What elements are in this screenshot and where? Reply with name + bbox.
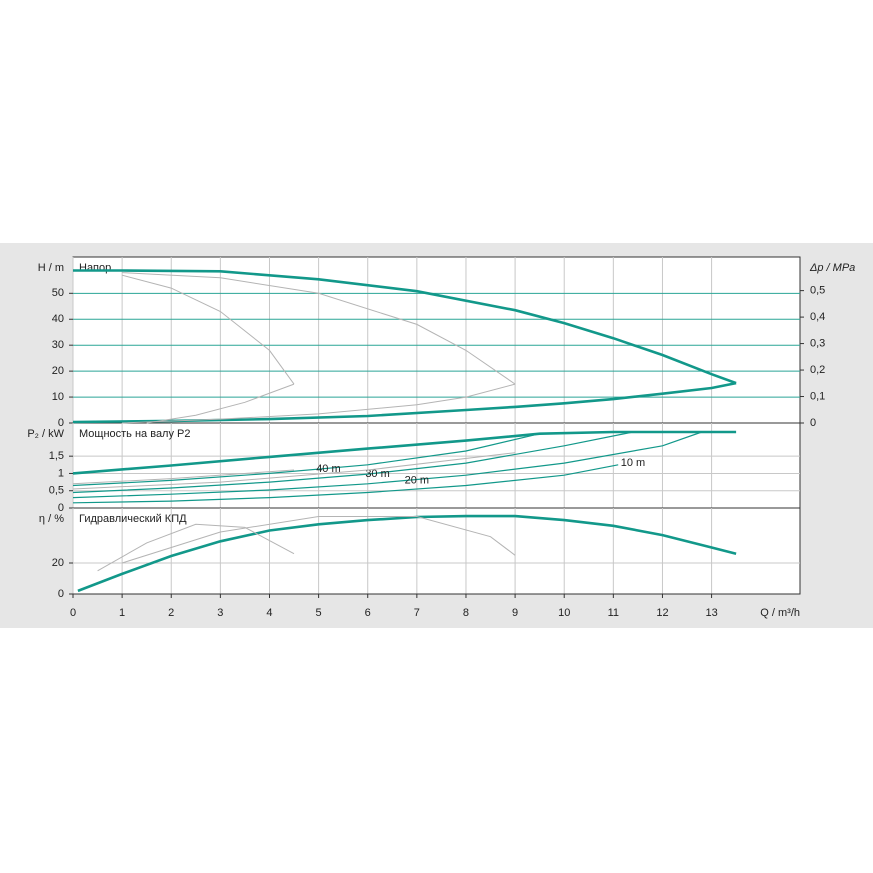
x-tick-label: 9 [512, 607, 518, 619]
x-tick-label: 4 [266, 607, 272, 619]
y-tick-label: 10 [52, 391, 64, 403]
x-tick-label: 3 [217, 607, 223, 619]
y-tick-label: 30 [52, 339, 64, 351]
curve-label: 20 m [405, 474, 429, 486]
curve [72, 430, 737, 475]
curve [121, 274, 295, 385]
curve [122, 383, 516, 424]
y-tick-label: 0 [58, 502, 64, 514]
panel-title: Гидравлический КПД [79, 513, 187, 525]
curve [97, 523, 295, 572]
y-tick-label: 1,5 [49, 450, 64, 462]
curve [72, 433, 540, 487]
x-tick-label: 2 [168, 607, 174, 619]
y-tick-label: 20 [52, 557, 64, 569]
x-tick-label: 6 [365, 607, 371, 619]
x-axis-label: Q / m³/h [760, 607, 800, 619]
curve [72, 431, 634, 494]
x-tick-label: 7 [414, 607, 420, 619]
curve [72, 431, 702, 499]
panel-title: Напор [79, 262, 111, 274]
curve [72, 464, 619, 504]
y-axis-label: η / % [39, 513, 64, 525]
y-tick-label: 40 [52, 313, 64, 325]
x-tick-label: 1 [119, 607, 125, 619]
x-tick-label: 10 [558, 607, 570, 619]
curve-label: 10 m [621, 457, 645, 469]
curve [122, 272, 516, 385]
y-tick-label: 50 [52, 287, 64, 299]
y2-tick-label: 0,4 [810, 311, 825, 323]
curve [72, 381, 737, 424]
y-axis-label: H / m [38, 262, 64, 274]
panel-title: Мощность на валу P2 [79, 428, 191, 440]
y-tick-label: 0 [58, 588, 64, 600]
x-tick-label: 5 [316, 607, 322, 619]
curve [146, 383, 295, 424]
y2-axis-label: Δp / MPa [809, 262, 855, 274]
y2-tick-label: 0,1 [810, 390, 825, 402]
y2-tick-label: 0,5 [810, 285, 825, 297]
y-tick-label: 20 [52, 365, 64, 377]
curve [121, 516, 516, 564]
y-tick-label: 0,5 [49, 485, 64, 497]
x-tick-label: 11 [608, 607, 619, 619]
y2-tick-label: 0,3 [810, 337, 825, 349]
curve [72, 469, 295, 485]
curve [73, 269, 737, 385]
y2-tick-label: 0 [810, 417, 816, 429]
y2-tick-label: 0,2 [810, 364, 825, 376]
y-tick-label: 0 [58, 417, 64, 429]
curve [72, 452, 516, 490]
curve-label: 30 m [365, 468, 389, 480]
y-tick-label: 1 [58, 467, 64, 479]
curve-label: 40 m [316, 463, 340, 475]
plot-area [72, 256, 801, 595]
x-tick-label: 8 [463, 607, 469, 619]
x-tick-label: 0 [70, 607, 76, 619]
x-tick-label: 12 [656, 607, 668, 619]
x-tick-label: 13 [705, 607, 717, 619]
y-axis-label: P₂ / kW [27, 428, 64, 440]
